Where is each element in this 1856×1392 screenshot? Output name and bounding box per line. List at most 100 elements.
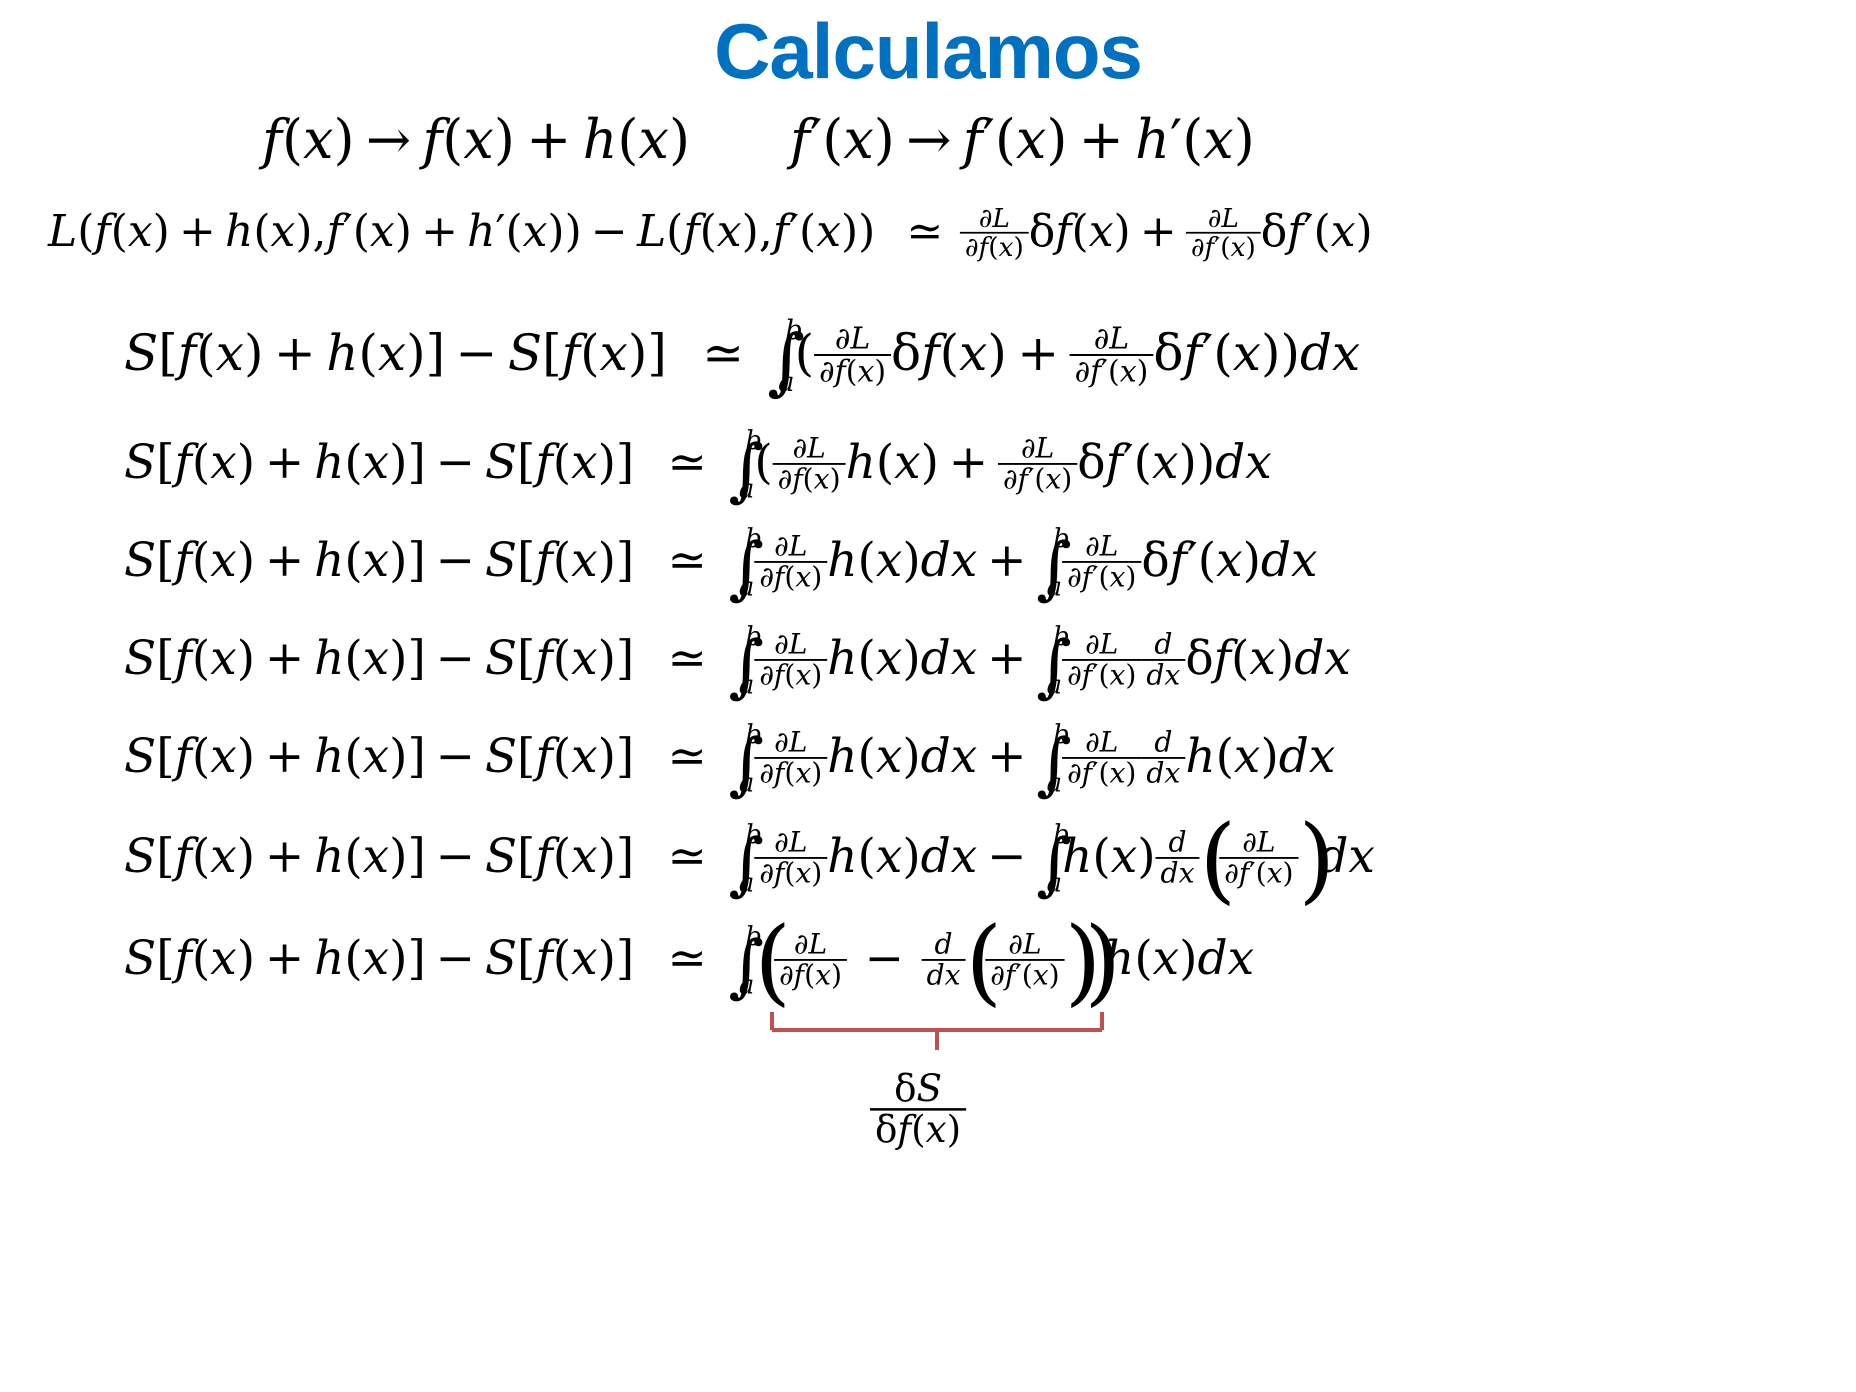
integral-sign: ∫	[767, 320, 805, 404]
lower-limit-a: a	[1047, 573, 1062, 603]
math-symbol: ′	[789, 206, 799, 257]
math-symbol: +	[1017, 324, 1059, 382]
math-symbol: (	[1314, 206, 1331, 257]
math-symbol: ∂	[1067, 757, 1082, 790]
math-symbol: )	[874, 354, 886, 389]
math-symbol: +	[265, 931, 304, 986]
math-symbol: h	[314, 931, 344, 986]
math-symbol: ∂	[759, 561, 774, 594]
math-symbol: (	[1213, 324, 1233, 382]
integral-sign: ∫	[1036, 725, 1072, 804]
math-symbol: h	[827, 533, 857, 588]
math-symbol: (	[344, 533, 362, 588]
math-symbol: (	[799, 206, 816, 257]
math-symbol: ,	[759, 206, 773, 257]
math-symbol: ≃	[907, 206, 944, 257]
math-symbol: h	[314, 631, 344, 686]
math-symbol: ′	[1170, 108, 1182, 171]
math-symbol: S	[485, 631, 517, 686]
math-symbol: h	[827, 729, 857, 784]
math-symbol: ′	[343, 206, 353, 257]
math-symbol: x	[876, 631, 903, 686]
lower-limit-a: a	[739, 671, 754, 701]
math-symbol: )	[598, 729, 616, 784]
math-symbol: (	[344, 631, 362, 686]
math-symbol: ′	[1028, 463, 1034, 496]
math-symbol: ′	[1092, 561, 1098, 594]
math-symbol: x	[926, 1107, 947, 1151]
math-symbol: ]	[408, 729, 426, 784]
math-symbol: x	[1111, 829, 1138, 884]
math-symbol: x	[571, 729, 598, 784]
upper-limit-b: b	[1053, 720, 1070, 750]
math-symbol: dx	[1318, 829, 1375, 884]
math-symbol: S	[485, 829, 517, 884]
math-symbol: ∂	[1224, 857, 1239, 890]
math-symbol: −	[436, 729, 475, 784]
math-symbol: −	[436, 533, 475, 588]
math-symbol: x	[795, 757, 811, 790]
math-symbol: x	[876, 729, 903, 784]
math-symbol: )	[1049, 959, 1060, 992]
math-symbol: L	[806, 432, 826, 465]
math-symbol: ∂	[1191, 232, 1205, 263]
math-symbol: dx	[1215, 435, 1272, 490]
math-symbol: [	[156, 829, 174, 884]
math-symbol: x	[210, 729, 237, 784]
upper-limit-b: b	[745, 820, 762, 850]
math-symbol: x	[216, 324, 244, 382]
math-symbol: )	[1137, 829, 1155, 884]
math-symbol: L	[1099, 530, 1119, 563]
math-symbol: x	[571, 829, 598, 884]
math-symbol: +	[274, 324, 316, 382]
math-symbol: (	[344, 435, 362, 490]
math-symbol: (	[754, 435, 772, 490]
math-symbol: x	[1233, 324, 1261, 382]
math-symbol: δ	[1029, 206, 1056, 257]
math-symbol: (	[795, 324, 815, 382]
math-symbol: ∂	[1208, 203, 1222, 234]
math-symbol: ≃	[702, 324, 744, 382]
math-symbol: x	[363, 533, 390, 588]
math-symbol: [	[517, 533, 535, 588]
lower-limit-a: a	[739, 475, 754, 505]
math-symbol: d	[1154, 628, 1172, 661]
math-symbol: ′	[1202, 324, 1213, 382]
math-symbol: ∂	[1094, 321, 1110, 356]
math-symbol: x	[638, 108, 668, 171]
math-symbol: ∂	[990, 959, 1005, 992]
math-symbol: )	[237, 533, 255, 588]
math-symbol: h	[583, 108, 618, 171]
upper-limit-b: b	[1053, 524, 1070, 554]
math-symbol: −	[436, 435, 475, 490]
math-symbol: )	[389, 533, 407, 588]
big-parenthesis: (	[1199, 806, 1236, 915]
math-symbol: x	[571, 931, 598, 986]
math-symbol: )	[1234, 108, 1255, 171]
math-symbol: +	[987, 729, 1026, 784]
math-symbol: (	[858, 631, 876, 686]
math-symbol: ∂	[794, 928, 809, 961]
math-symbol: ∂	[1242, 826, 1257, 859]
math-symbol: )	[237, 631, 255, 686]
math-symbol: −	[436, 631, 475, 686]
math-symbol: )	[1046, 108, 1067, 171]
math-symbol: x	[1109, 561, 1125, 594]
math-symbol: L	[991, 203, 1010, 234]
math-symbol: )	[1197, 435, 1215, 490]
math-symbol: ′	[1187, 533, 1198, 588]
math-symbol: )	[1245, 232, 1255, 263]
lower-limit-a: a	[739, 971, 754, 1001]
math-symbol: ≃	[668, 435, 707, 490]
math-symbol: ∂	[835, 321, 851, 356]
lower-limit-a: a	[739, 869, 754, 899]
math-symbol: δ	[891, 324, 921, 382]
math-symbol: ]	[408, 435, 426, 490]
math-symbol: ′	[810, 108, 822, 171]
math-symbol: x	[816, 206, 841, 257]
math-symbol: )	[598, 631, 616, 686]
math-symbol: )	[1356, 206, 1373, 257]
math-symbol: ≃	[668, 631, 707, 686]
math-symbol: )	[628, 324, 648, 382]
